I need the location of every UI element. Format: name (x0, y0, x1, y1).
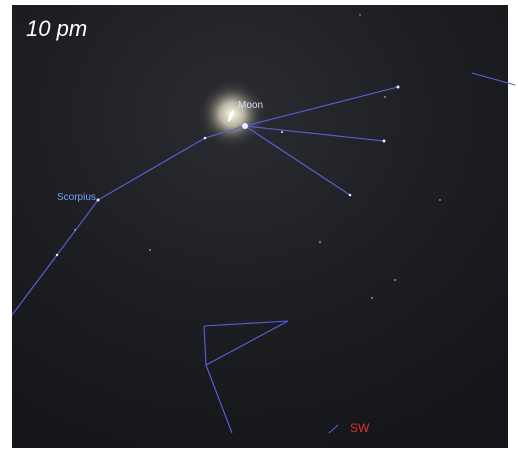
star (371, 297, 372, 298)
star (394, 279, 396, 281)
sky (12, 5, 508, 448)
star (281, 131, 283, 133)
moon-label: Moon (238, 100, 263, 111)
star (319, 241, 321, 243)
star (56, 254, 58, 256)
star (349, 194, 352, 197)
star (149, 249, 150, 250)
star (384, 96, 385, 97)
star (74, 229, 75, 230)
star (204, 137, 207, 140)
compass-label: SW (350, 421, 370, 435)
sky-view: 10 pm Moon Scorpius SW (0, 0, 518, 455)
star (242, 123, 248, 129)
star (383, 140, 386, 143)
time-label: 10 pm (26, 16, 87, 41)
constellation-label: Scorpius (57, 192, 96, 203)
star (359, 14, 360, 15)
star (439, 199, 440, 200)
star (97, 199, 100, 202)
star (397, 86, 400, 89)
